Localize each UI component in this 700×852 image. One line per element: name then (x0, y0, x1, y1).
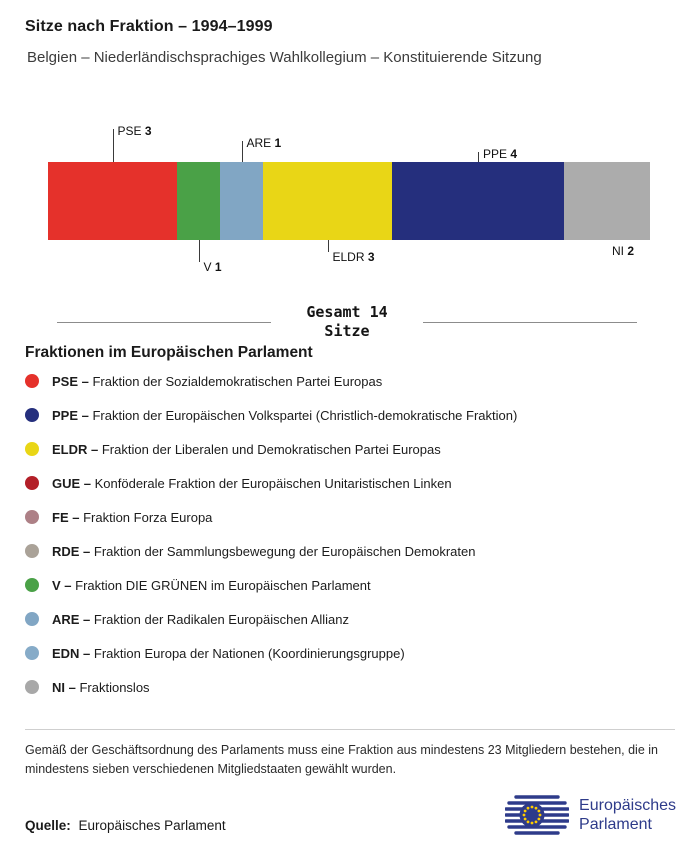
bar-label-text: PSE 3 (117, 124, 152, 138)
total-seats-label: Gesamt 14 Sitze (287, 303, 407, 341)
legend-item-pse: PSE – Fraktion der Sozialdemokratischen … (25, 364, 685, 398)
footnote-text: Gemäß der Geschäftsordnung des Parlament… (25, 743, 658, 777)
bar-segment-are (220, 162, 263, 240)
legend-item-eldr: ELDR – Fraktion der Liberalen und Demokr… (25, 432, 685, 466)
legend-item-rde: RDE – Fraktion der Sammlungsbewegung der… (25, 534, 685, 568)
page-subtitle: Belgien – Niederländischsprachiges Wahlk… (27, 49, 542, 66)
divider-line-left (57, 321, 271, 323)
bar-label-text: PPE 4 (483, 147, 518, 161)
legend-label: PSE – Fraktion der Sozialdemokratischen … (52, 373, 383, 389)
legend-color-dot (25, 544, 39, 558)
bar-segment-eldr (263, 162, 392, 240)
legend-item-are: ARE – Fraktion der Radikalen Europäische… (25, 602, 685, 636)
ep-logo-icon (505, 795, 570, 835)
label-leader-line (241, 141, 243, 162)
legend-label: ELDR – Fraktion der Liberalen und Demokr… (52, 441, 441, 457)
divider-line-right (423, 321, 637, 323)
legend-label: FE – Fraktion Forza Europa (52, 509, 213, 525)
source-line: Quelle: Europäisches Parlament (25, 818, 226, 833)
legend-heading: Fraktionen im Europäischen Parlament (25, 344, 313, 361)
legend-label: GUE – Konföderale Fraktion der Europäisc… (52, 475, 452, 491)
bar-label-text: ARE 1 (246, 136, 282, 150)
bar-segment-v (177, 162, 220, 240)
legend-item-edn: EDN – Fraktion Europa der Nationen (Koor… (25, 636, 685, 670)
legend-color-dot (25, 374, 39, 388)
legend-item-gue: GUE – Konföderale Fraktion der Europäisc… (25, 466, 685, 500)
footnote-divider (25, 729, 675, 730)
legend-color-dot (25, 612, 39, 626)
legend-color-dot (25, 408, 39, 422)
total-seats-divider: Gesamt 14 Sitze (57, 300, 637, 344)
bar-label-text: NI 2 (612, 244, 635, 258)
legend-item-v: V – Fraktion DIE GRÜNEN im Europäischen … (25, 568, 685, 602)
legend-color-dot (25, 510, 39, 524)
legend-label: ARE – Fraktion der Radikalen Europäische… (52, 611, 349, 627)
label-leader-line (198, 240, 200, 262)
legend-color-dot (25, 476, 39, 490)
ep-logo-text-line1: Europäisches (579, 797, 676, 814)
legend-color-dot (25, 442, 39, 456)
legend-item-fe: FE – Fraktion Forza Europa (25, 500, 685, 534)
bar-segment-ni (564, 162, 650, 240)
bar-segment-ppe (392, 162, 564, 240)
legend-item-ni: NI – Fraktionslos (25, 670, 685, 704)
source-label: Quelle: (25, 818, 71, 833)
legend-color-dot (25, 578, 39, 592)
page-title: Sitze nach Fraktion – 1994–1999 (25, 18, 273, 35)
legend-item-ppe: PPE – Fraktion der Europäischen Volkspar… (25, 398, 685, 432)
label-leader-line (478, 152, 479, 162)
seat-distribution-chart: PSE 3 V 1 ARE 1 ELDR 3 PPE 4 NI 2 (0, 0, 700, 300)
stacked-bar (48, 162, 650, 240)
legend-label: RDE – Fraktion der Sammlungsbewegung der… (52, 543, 476, 559)
label-leader-line (112, 129, 114, 162)
total-seats-line2: Sitze (324, 322, 370, 340)
legend-label: PPE – Fraktion der Europäischen Volkspar… (52, 407, 518, 423)
label-leader-line (327, 240, 329, 252)
total-seats-line1: Gesamt 14 (306, 303, 388, 321)
legend-color-dot (25, 646, 39, 660)
ep-logo-text: Europäisches Parlament (579, 796, 676, 834)
source-text: Europäisches Parlament (78, 818, 226, 833)
legend-color-dot (25, 680, 39, 694)
bar-label-text: V 1 (203, 260, 222, 274)
ep-logo-text-line2: Parlament (579, 816, 652, 833)
legend-label: NI – Fraktionslos (52, 679, 150, 695)
ep-logo: Europäisches Parlament (505, 794, 676, 836)
bar-segment-pse (48, 162, 177, 240)
bar-label-text: ELDR 3 (332, 250, 375, 264)
legend-label: V – Fraktion DIE GRÜNEN im Europäischen … (52, 577, 371, 593)
legend-list: PSE – Fraktion der Sozialdemokratischen … (25, 364, 685, 704)
legend-label: EDN – Fraktion Europa der Nationen (Koor… (52, 645, 405, 661)
